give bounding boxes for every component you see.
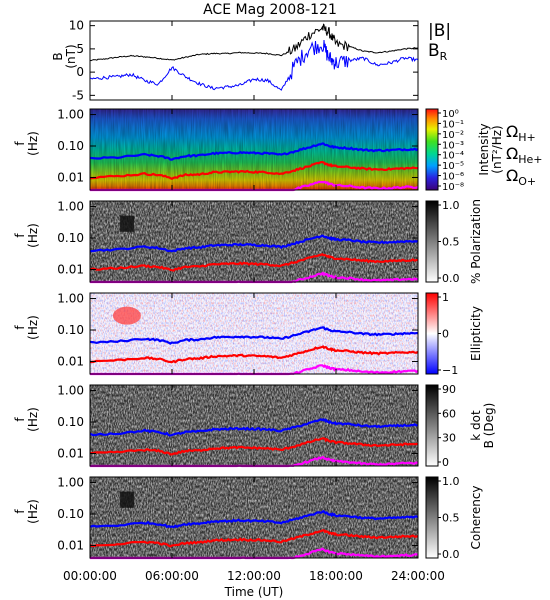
panel-k-dot-b-deg: 1.00 0.10 0.01 f(Hz) 90 60 30 0 k dotB (Deg) — [13, 383, 496, 469]
panel-intensity-nt-hz: 1.00 0.10 0.01 f(Hz) 10⁰10⁻¹10⁻²10⁻³10⁻⁴10⁻⁵… — [13, 108, 543, 193]
colorbar-tick-label: 0.5 — [442, 512, 460, 525]
y-tick-label: 1.00 — [57, 292, 84, 306]
colorbar-label: Coherency — [469, 485, 483, 549]
series-line-b-r — [90, 39, 418, 91]
colorbar-tick-label: 10⁰ — [442, 109, 459, 120]
x-axis-label: Time (UT) — [224, 585, 284, 599]
colorbar-tick-label: 10⁻⁴ — [442, 151, 464, 162]
gyrofrequency-line-h — [89, 418, 419, 437]
y-tick-label: 0 — [76, 65, 84, 79]
colorbar-tick-label: 10⁻¹ — [442, 119, 464, 130]
y-tick-label: 5 — [76, 42, 84, 56]
colorbar — [425, 292, 439, 375]
y-tick-label: -5 — [72, 88, 84, 102]
colorbar — [425, 476, 439, 559]
colorbar-tick-label: 1.0 — [442, 475, 460, 488]
colorbar-label: % Polarization — [469, 199, 483, 284]
colorbar-tick-label: 30 — [442, 432, 456, 445]
colorbar-tick-label: 1.0 — [442, 199, 460, 212]
y-tick-label: 1.00 — [57, 384, 84, 398]
ellipticity-patch — [112, 306, 141, 325]
panel-magnetic-field: -5 0 5 10 B(nT) |B|BR — [51, 19, 451, 103]
colorbar-tick-label: 10⁻⁵ — [442, 161, 464, 172]
y-axis-label: f(Hz) — [13, 131, 40, 156]
y-tick-label: 0.01 — [57, 262, 84, 276]
plot-frame — [89, 20, 419, 101]
colorbar-tick-label: 0 — [442, 456, 449, 469]
dark-patch — [120, 215, 135, 232]
y-tick-label: 1.00 — [57, 476, 84, 490]
colorbar-tick-label: 0.0 — [442, 548, 460, 561]
y-tick-label: 0.01 — [57, 354, 84, 368]
legend-label: |B| — [428, 21, 451, 41]
y-axis-label: f(Hz) — [13, 223, 40, 248]
y-tick-label: 0.10 — [57, 139, 84, 153]
x-tick-label-3: 18:00:00 — [309, 569, 363, 583]
colorbar-tick-label: 90 — [442, 383, 456, 396]
colorbar-label: Ellipticity — [469, 306, 483, 361]
y-axis-label: f(Hz) — [13, 407, 40, 432]
colorbar-tick-label: 0.0 — [442, 272, 460, 285]
gyrofrequency-line-he — [89, 253, 419, 272]
y-axis-label: f(Hz) — [13, 499, 40, 524]
colorbar-tick-label: 10⁻³ — [442, 140, 464, 151]
y-tick-label: 0.10 — [57, 507, 84, 521]
gyrofrequency-line-he — [89, 437, 418, 456]
dark-patch — [120, 491, 135, 508]
colorbar — [425, 384, 439, 467]
legend-label: ΩO+ — [506, 166, 536, 188]
gyrofrequency-line-h — [89, 326, 418, 345]
legend-label: ΩH+ — [506, 122, 536, 144]
series-line-b-magnitude — [90, 23, 418, 62]
spectrogram-texture — [90, 109, 418, 190]
y-tick-label: 0.10 — [57, 415, 84, 429]
gyrofrequency-line-h — [89, 234, 419, 253]
x-axis-tick-labels: 00:00:00 06:00:00 12:00:00 18:00:00 24:0… — [63, 569, 445, 583]
gyrofrequency-line-he — [89, 160, 419, 181]
y-tick-label: 10 — [69, 19, 84, 33]
y-tick-label: 0.10 — [57, 323, 84, 337]
colorbar-label: Intensity(nT²/Hz) — [477, 123, 504, 175]
gyrofrequency-line-he — [89, 529, 419, 548]
gyrofrequency-line-he — [89, 345, 419, 364]
colorbar — [425, 200, 439, 283]
colorbar-label: k dotB (Deg) — [469, 403, 496, 449]
colorbar-tick-label: 10⁻⁶ — [442, 172, 464, 183]
colorbar-tick-label: 10⁻⁸ — [442, 182, 464, 193]
colorbar-tick-label: −1 — [442, 364, 458, 377]
y-tick-label: 1.00 — [57, 200, 84, 214]
panel--polarization: 1.00 0.10 0.01 f(Hz) 1.0 0.5 0.0 % Polarization — [13, 199, 483, 285]
gyrofrequency-line-h — [89, 509, 419, 529]
y-tick-label: 0.01 — [57, 446, 84, 460]
colorbar-tick-label: 10⁻² — [442, 130, 464, 141]
y-tick-label: 0.10 — [57, 231, 84, 245]
legend-label: ΩHe+ — [506, 144, 543, 166]
y-tick-label: 0.01 — [57, 170, 84, 184]
y-axis-label: B(nT) — [51, 44, 78, 68]
panel-ellipticity: 1.00 0.10 0.01 f(Hz) 1 0 −1 Ellipticity — [13, 291, 483, 377]
colorbar-tick-label: 0.5 — [442, 236, 460, 249]
x-tick-label-2: 12:00:00 — [227, 569, 281, 583]
y-tick-label: 0.01 — [57, 538, 84, 552]
x-tick-label-1: 06:00:00 — [145, 569, 199, 583]
colorbar-tick-label: 60 — [442, 407, 456, 420]
x-tick-label-4: 24:00:00 — [391, 569, 445, 583]
x-tick-label-0: 00:00:00 — [63, 569, 117, 583]
chart-title: ACE Mag 2008-121 — [203, 2, 337, 18]
colorbar — [425, 108, 439, 191]
y-tick-label: 1.00 — [57, 108, 84, 122]
panel-coherency: 1.00 0.10 0.01 f(Hz) 1.0 0.5 0.0 Coherency — [13, 475, 483, 561]
colorbar-tick-label: 1 — [442, 291, 449, 304]
y-axis-label: f(Hz) — [13, 315, 40, 340]
colorbar-tick-label: 0 — [442, 328, 449, 341]
legend-label: BR — [428, 41, 448, 63]
gyrofrequency-line-h — [89, 142, 419, 161]
